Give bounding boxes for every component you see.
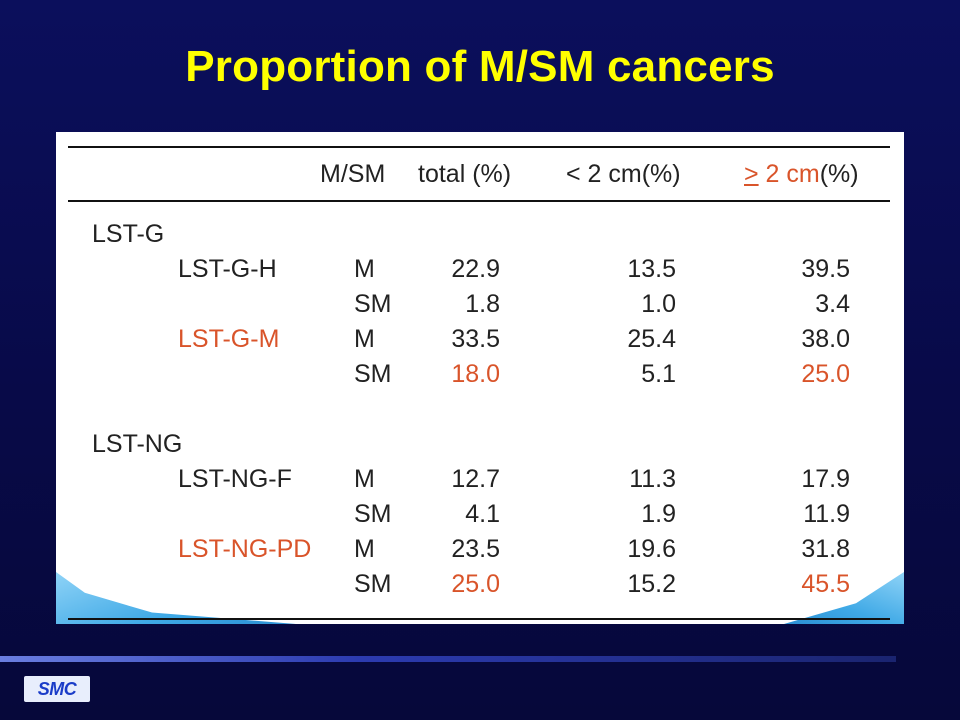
value-lt2: 5.1 [641, 360, 676, 388]
header-ge2: > 2 cm(%) [744, 162, 859, 187]
value-ge2: 3.4 [815, 290, 850, 318]
row-type: SM [354, 570, 392, 598]
footer-band [0, 656, 896, 662]
value-total-highlighted: 25.0 [451, 570, 500, 598]
row-type: SM [354, 290, 392, 318]
row-type: SM [354, 360, 392, 388]
subgroup-label: LST-NG-F [178, 465, 292, 493]
header-lt2: < 2 cm(%) [566, 160, 681, 188]
group-label: LST-G [92, 220, 165, 248]
value-ge2: 39.5 [801, 255, 850, 283]
logo-text: SMC [37, 678, 77, 699]
table-rule-top [68, 146, 890, 148]
row-type: M [354, 535, 375, 563]
subgroup-label: LST-G-H [178, 255, 277, 283]
value-total: 33.5 [451, 325, 500, 353]
value-lt2: 1.9 [641, 500, 676, 528]
group-label: LST-NG [92, 430, 183, 458]
header-ge2-symbol: > [744, 160, 759, 188]
value-lt2: 11.3 [629, 465, 676, 493]
value-total-highlighted: 18.0 [451, 360, 500, 388]
value-total: 4.1 [465, 500, 500, 528]
header-total: total (%) [418, 160, 512, 188]
header-ge2-unit: (%) [819, 160, 859, 188]
value-total: 23.5 [451, 535, 500, 563]
header-msm: M/SM [320, 160, 386, 188]
row-type: M [354, 325, 375, 353]
value-lt2: 1.0 [641, 290, 676, 318]
value-lt2: 13.5 [627, 255, 676, 283]
value-ge2-highlighted: 45.5 [801, 570, 850, 598]
row-type: M [354, 465, 375, 493]
row-type: SM [354, 500, 392, 528]
value-ge2: 17.9 [801, 465, 850, 493]
value-total: 12.7 [451, 465, 500, 493]
table-rule-bottom [68, 618, 890, 620]
value-ge2: 31.8 [801, 535, 850, 563]
slide-title: Proportion of M/SM cancers [185, 42, 775, 91]
value-total: 22.9 [451, 255, 500, 283]
header-ge2-label: 2 cm [758, 160, 820, 188]
value-ge2: 38.0 [801, 325, 850, 353]
value-total: 1.8 [465, 290, 500, 318]
subgroup-label-highlighted: LST-G-M [178, 325, 280, 353]
table-rule-header [68, 200, 890, 202]
decorative-wave-left [56, 572, 296, 624]
value-lt2: 19.6 [627, 535, 676, 563]
table-image: M/SM total (%) < 2 cm(%) > 2 cm(%) LST-G… [56, 132, 904, 624]
value-lt2: 15.2 [627, 570, 676, 598]
subgroup-label-highlighted: LST-NG-PD [178, 535, 312, 563]
smc-logo: SMC [24, 676, 90, 702]
value-ge2-highlighted: 25.0 [801, 360, 850, 388]
value-ge2: 11.9 [803, 500, 850, 528]
row-type: M [354, 255, 375, 283]
value-lt2: 25.4 [627, 325, 676, 353]
